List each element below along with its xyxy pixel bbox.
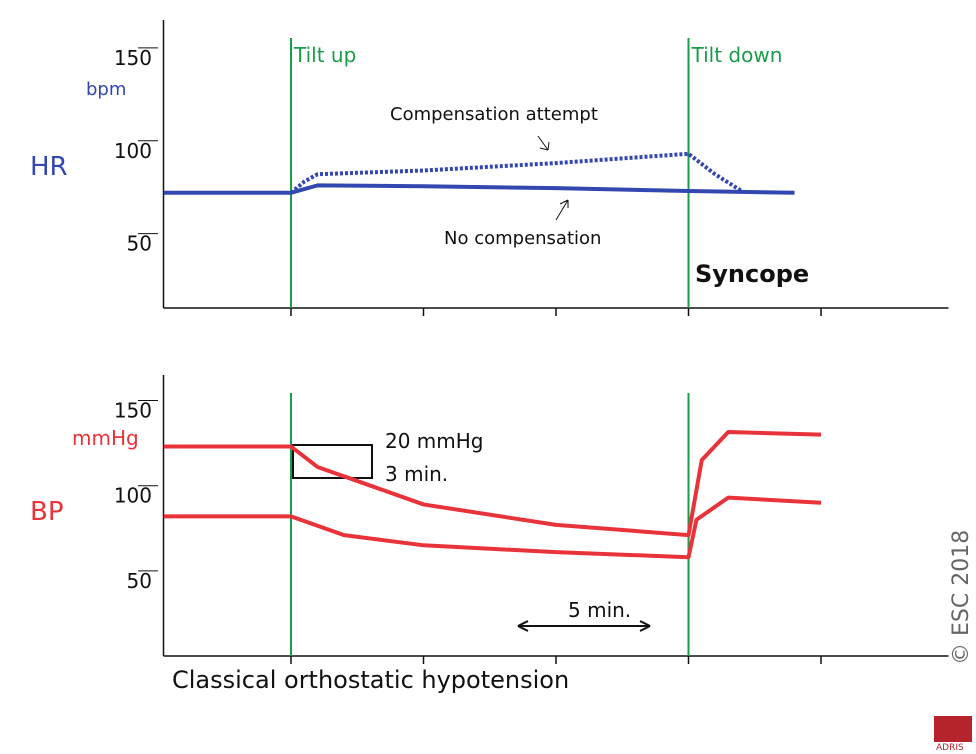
y-tick-label: 100 <box>114 139 152 163</box>
threshold-box <box>292 444 373 479</box>
y-tick-label: 50 <box>127 232 152 256</box>
annotation: 3 min. <box>385 462 448 486</box>
series-line <box>289 151 743 195</box>
event-label: Tilt up <box>293 43 356 67</box>
y-tick-label: 50 <box>127 569 152 593</box>
panel-label: BP <box>30 497 64 527</box>
series-line <box>163 430 822 538</box>
annotation: 5 min. <box>568 598 631 622</box>
series-label: No compensation <box>444 228 601 249</box>
logo <box>934 716 972 742</box>
annotation: 20 mmHg <box>385 429 484 453</box>
pointer-arrow <box>537 135 550 151</box>
y-tick-label: 150 <box>114 399 152 423</box>
caption: Classical orthostatic hypotension <box>172 666 569 694</box>
y-tick-label: 100 <box>114 484 152 508</box>
copyright: © ESC 2018 <box>949 530 974 665</box>
annotation: Syncope <box>695 260 809 288</box>
logo-text: ADRIS <box>936 743 964 753</box>
event-label: Tilt down <box>691 43 783 67</box>
series-line <box>163 495 822 560</box>
y-tick-label: 150 <box>114 46 152 70</box>
pointer-arrow <box>555 199 569 221</box>
duration-arrow <box>517 620 651 632</box>
panel-label: HR <box>30 152 68 182</box>
series-label: Compensation attempt <box>390 104 598 125</box>
series-line <box>163 183 795 195</box>
unit-label: mmHg <box>72 426 139 450</box>
unit-label: bpm <box>86 79 126 100</box>
